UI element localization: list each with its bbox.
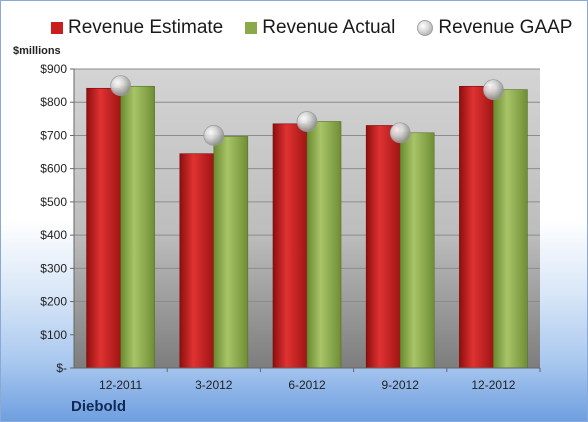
y-tick-label: $100 [40,328,67,342]
point-revenue-gaap [203,125,225,146]
x-tick-label: 12-2012 [471,378,515,392]
y-tick-label: $600 [40,162,67,176]
point-revenue-gaap [389,122,411,144]
bar-revenue-estimate [86,87,121,369]
bar-revenue-estimate [365,125,401,369]
point-revenue-gaap [296,111,318,132]
x-tick-label: 6-2012 [288,378,326,392]
bar-revenue-actual [120,85,155,369]
bar-revenue-estimate [179,153,215,369]
legend-label-estimate: Revenue Estimate [68,17,224,38]
y-tick-label: $800 [40,95,67,109]
y-tick-label: $400 [40,228,67,242]
bar-revenue-actual [306,121,342,369]
x-tick-label: 9-2012 [382,378,420,392]
y-tick-label: $300 [40,261,67,275]
y-tick-label: $900 [40,62,67,76]
x-tick-label: 12-2011 [99,378,142,392]
legend-item-gaap: Revenue GAAP [417,17,572,39]
y-tick-label: $200 [40,295,67,309]
legend-swatch-estimate [51,22,63,34]
x-tick-label: 3-2012 [195,378,233,392]
bar-revenue-actual [493,89,528,369]
legend-swatch-actual [245,22,258,34]
legend-label-gaap: Revenue GAAP [438,17,573,38]
legend-item-estimate: Revenue Estimate [51,17,223,39]
company-name: Diebold [71,398,126,415]
bar-revenue-actual [213,136,249,369]
bar-revenue-actual [399,132,435,369]
bar-revenue-estimate [272,123,308,369]
y-unit-label: $millions [13,45,61,57]
y-tick-label: $700 [40,128,67,142]
bar-revenue-estimate [459,85,494,369]
legend-swatch-gaap [417,20,434,36]
legend-item-actual: Revenue Actual [245,17,395,39]
point-revenue-gaap [482,79,504,100]
y-tick-label: $500 [40,195,67,209]
y-tick-label: $- [56,361,67,375]
legend-label-actual: Revenue Actual [262,17,396,38]
legend: Revenue Estimate Revenue Actual Revenue … [51,17,572,39]
point-revenue-gaap [110,75,131,97]
